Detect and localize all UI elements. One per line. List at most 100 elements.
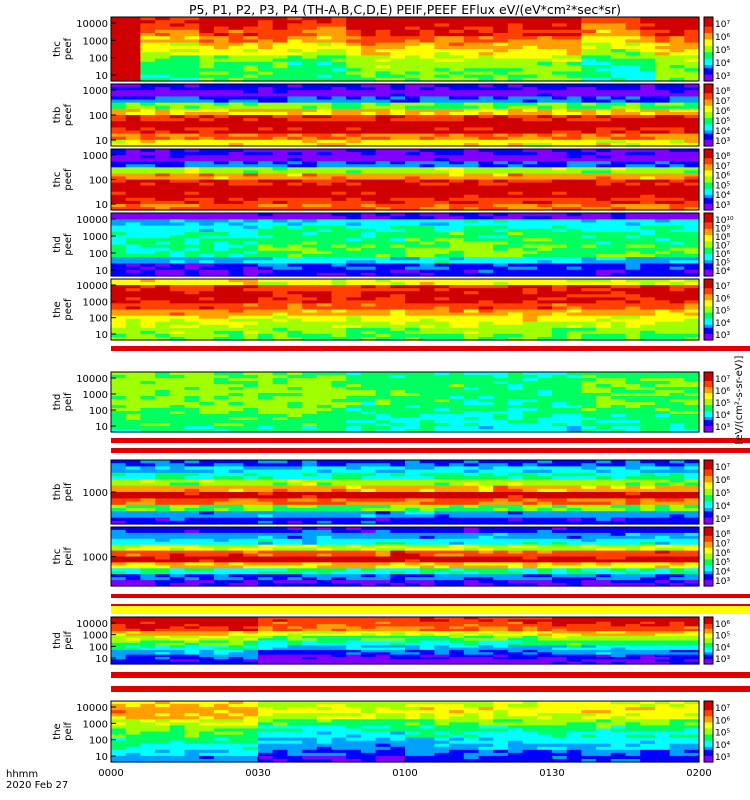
heatmap-cell [507,108,524,113]
heatmap-cell [478,74,494,79]
heatmap-cell [537,20,553,24]
heatmap-cell [449,263,465,268]
heatmap-cell [213,402,230,406]
heatmap-cell [258,333,274,338]
heatmap-cell [449,426,465,430]
heatmap-cell [316,387,333,391]
heatmap-cell [522,318,538,323]
heatmap-cell [331,291,347,295]
heatmap-cell [449,99,465,104]
heatmap-cell [552,263,568,268]
colorbar-frame [703,278,714,341]
heatmap-cell [346,105,362,110]
heatmap-cell [213,179,230,184]
heatmap-cell [243,241,259,246]
heatmap-cell [625,36,641,40]
y-tick-label: 10 [95,330,108,341]
heatmap-cell [213,206,230,211]
heatmap-cell [302,263,318,268]
heatmap-cell [316,288,333,292]
heatmap-cell [360,411,377,415]
heatmap-cell [566,188,582,193]
heatmap-cell [302,188,318,193]
heatmap-cell [155,152,171,156]
heatmap-cell [243,55,259,60]
heatmap-cell [522,61,538,66]
heatmap-cell [346,142,362,147]
heatmap-cell [566,29,582,34]
heatmap-cell [640,23,656,28]
heatmap-cell [640,244,656,249]
heatmap-cell [610,247,627,252]
heatmap-cell [610,68,627,72]
heatmap-cell [243,99,259,104]
heatmap-cell [537,179,553,184]
heatmap-cell [493,158,509,162]
heatmap-cell [287,191,303,196]
heatmap-cell [493,288,509,292]
heatmap-cell [405,118,421,122]
heatmap-cell [419,130,435,135]
heatmap-cell [169,288,186,292]
heatmap-cell [449,111,465,116]
heatmap-cell [169,152,186,156]
heatmap-cell [213,191,230,196]
heatmap-cell [552,105,568,110]
heatmap-cell [140,206,156,211]
heatmap-cell [169,136,186,141]
heatmap-cell [566,216,582,220]
heatmap-cell [449,288,465,292]
heatmap-cell [449,61,465,66]
heatmap-cell [405,105,421,110]
heatmap-cell [596,142,612,147]
heatmap-cell [434,99,450,104]
heatmap-cell [169,291,186,295]
heatmap-cell [169,155,186,159]
heatmap-cell [199,235,215,239]
heatmap-cell [493,225,509,230]
heatmap-cell [360,336,377,341]
heatmap-cell [610,399,627,403]
heatmap-cell [449,130,465,135]
heatmap-cell [596,266,612,271]
heatmap-cell [346,139,362,144]
heatmap-cell [258,216,274,220]
heatmap-cell [463,203,480,208]
heatmap-cell [419,411,435,415]
heatmap-cell [184,336,200,341]
heatmap-cell [228,105,244,110]
heatmap-cell [507,26,524,31]
heatmap-cell [302,115,318,119]
heatmap-cell [478,68,494,72]
heatmap-cell [478,381,494,385]
heatmap-cell [316,336,333,341]
heatmap-cell [375,68,391,72]
heatmap-cell [566,206,582,211]
heatmap-cell [316,257,333,261]
separator-band [111,346,750,351]
chart-title: P5, P1, P2, P3, P4 (TH-A,B,C,D,E) PEIF,P… [189,2,621,17]
heatmap-cell [449,58,465,63]
heatmap-cell [360,399,377,403]
heatmap-cell [625,250,641,255]
heatmap-cell [552,23,568,28]
heatmap-cell [213,42,230,47]
heatmap-cell [140,164,156,168]
heatmap-cell [316,158,333,162]
heatmap-cell [228,330,244,335]
heatmap-cell [228,111,244,116]
heatmap-cell [184,384,200,388]
heatmap-cell [405,179,421,184]
heatmap-cell [125,405,141,409]
heatmap-cell [125,396,141,400]
heatmap-cell [228,55,244,60]
heatmap-cell [610,312,627,317]
heatmap-cell [537,170,553,174]
heatmap-cell [552,257,568,261]
heatmap-cell [302,58,318,63]
heatmap-cell [184,387,200,391]
heatmap-cell [507,42,524,47]
heatmap-cell [566,90,582,94]
heatmap-cell [199,133,215,138]
heatmap-cell [111,228,127,233]
